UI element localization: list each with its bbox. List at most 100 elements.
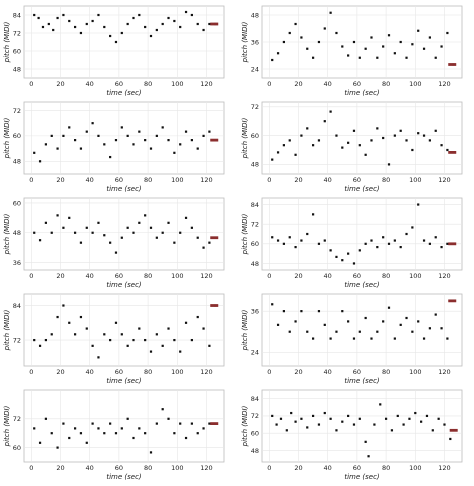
note-marker — [149, 34, 153, 38]
note-marker — [271, 236, 274, 239]
note-marker — [85, 327, 88, 330]
note-marker — [155, 422, 158, 425]
note-marker — [311, 337, 315, 340]
note-marker — [144, 214, 147, 217]
x-tick-label: 120 — [200, 368, 212, 376]
note-marker — [47, 22, 50, 26]
note-marker — [208, 130, 211, 133]
note-marker — [446, 242, 449, 245]
note-marker — [68, 436, 71, 440]
x-tick-label: 80 — [144, 464, 152, 472]
plot-area — [261, 101, 463, 175]
plot-area — [261, 197, 463, 271]
note-marker — [132, 16, 135, 20]
note-marker — [56, 315, 59, 319]
x-tick-label: 100 — [171, 464, 183, 472]
x-tick-label: 80 — [144, 368, 152, 376]
x-tick-label: 120 — [438, 272, 450, 280]
x-tick-label: 40 — [324, 272, 332, 280]
note-marker — [387, 163, 391, 166]
note-marker — [126, 417, 129, 420]
note-marker — [317, 310, 321, 313]
note-marker — [120, 31, 123, 35]
x-tick-label: 80 — [144, 176, 152, 184]
note-marker — [382, 136, 385, 140]
note-marker — [282, 40, 285, 44]
note-marker — [155, 236, 158, 239]
note-marker — [44, 143, 47, 146]
note-marker — [311, 414, 315, 418]
note-marker — [300, 36, 303, 39]
note-marker — [294, 245, 297, 249]
note-marker — [85, 130, 88, 133]
note-marker — [196, 147, 199, 150]
note-marker — [347, 414, 350, 418]
y-axis-label: pitch (MIDI) — [3, 213, 11, 255]
note-marker — [358, 56, 361, 59]
note-marker — [417, 29, 420, 32]
x-axis-label: time (sec) — [106, 89, 142, 97]
note-marker — [282, 144, 285, 147]
note-marker — [109, 241, 112, 244]
note-marker — [364, 316, 367, 320]
x-tick-label: 80 — [144, 80, 152, 88]
y-tick-label: 60 — [251, 132, 259, 140]
x-tick-label: 0 — [267, 272, 271, 280]
x-tick-label: 0 — [267, 176, 271, 184]
x-tick-label: 20 — [294, 368, 302, 376]
note-marker — [341, 310, 344, 313]
note-marker — [202, 327, 205, 330]
note-marker — [422, 134, 426, 137]
note-marker — [167, 16, 170, 20]
panel-row1-right: 0 20 40 60 80 100 120 24 36 48 time (sec) pitch (MI… — [241, 5, 463, 97]
note-marker — [294, 420, 297, 423]
note-marker — [202, 246, 205, 249]
y-tick-label: 48 — [251, 11, 259, 19]
note-marker — [317, 139, 321, 142]
note-marker — [161, 344, 164, 347]
note-marker — [370, 36, 373, 39]
note-marker — [437, 417, 440, 420]
x-tick-label: 100 — [409, 272, 421, 280]
note-marker — [367, 455, 370, 458]
sustained-note-marker — [449, 428, 458, 432]
x-tick-label: 0 — [29, 368, 33, 376]
note-marker — [44, 338, 47, 342]
note-marker — [138, 327, 141, 330]
note-marker — [50, 432, 53, 435]
note-marker — [167, 327, 170, 330]
note-marker — [271, 158, 274, 161]
note-marker — [38, 344, 42, 347]
note-marker — [285, 429, 288, 432]
note-marker — [196, 432, 199, 435]
note-marker — [384, 417, 388, 420]
note-marker — [62, 226, 65, 229]
note-marker — [144, 432, 147, 435]
note-marker — [184, 130, 188, 133]
note-marker — [323, 323, 326, 326]
note-marker — [335, 330, 338, 333]
note-marker — [149, 226, 153, 229]
x-tick-label: 60 — [353, 272, 361, 280]
sustained-note-marker — [448, 63, 457, 66]
note-marker — [73, 333, 77, 336]
note-marker — [132, 143, 135, 146]
y-axis-label: pitch (MIDI) — [241, 213, 249, 255]
sustained-note-marker — [210, 422, 219, 425]
note-marker — [335, 255, 338, 259]
x-tick-label: 80 — [382, 272, 390, 280]
y-tick-label: 48 — [251, 260, 259, 268]
note-marker — [155, 28, 158, 32]
note-marker — [202, 28, 205, 32]
note-marker — [420, 420, 423, 423]
x-tick-label: 20 — [56, 464, 64, 472]
note-marker — [300, 417, 303, 420]
note-marker — [33, 427, 36, 430]
note-marker — [411, 330, 414, 333]
note-marker — [329, 337, 332, 340]
note-marker — [440, 144, 443, 147]
x-axis-label: time (sec) — [344, 89, 380, 97]
x-tick-label: 60 — [115, 464, 123, 472]
note-marker — [208, 422, 211, 425]
y-axis-label: pitch (MIDI) — [3, 309, 11, 351]
